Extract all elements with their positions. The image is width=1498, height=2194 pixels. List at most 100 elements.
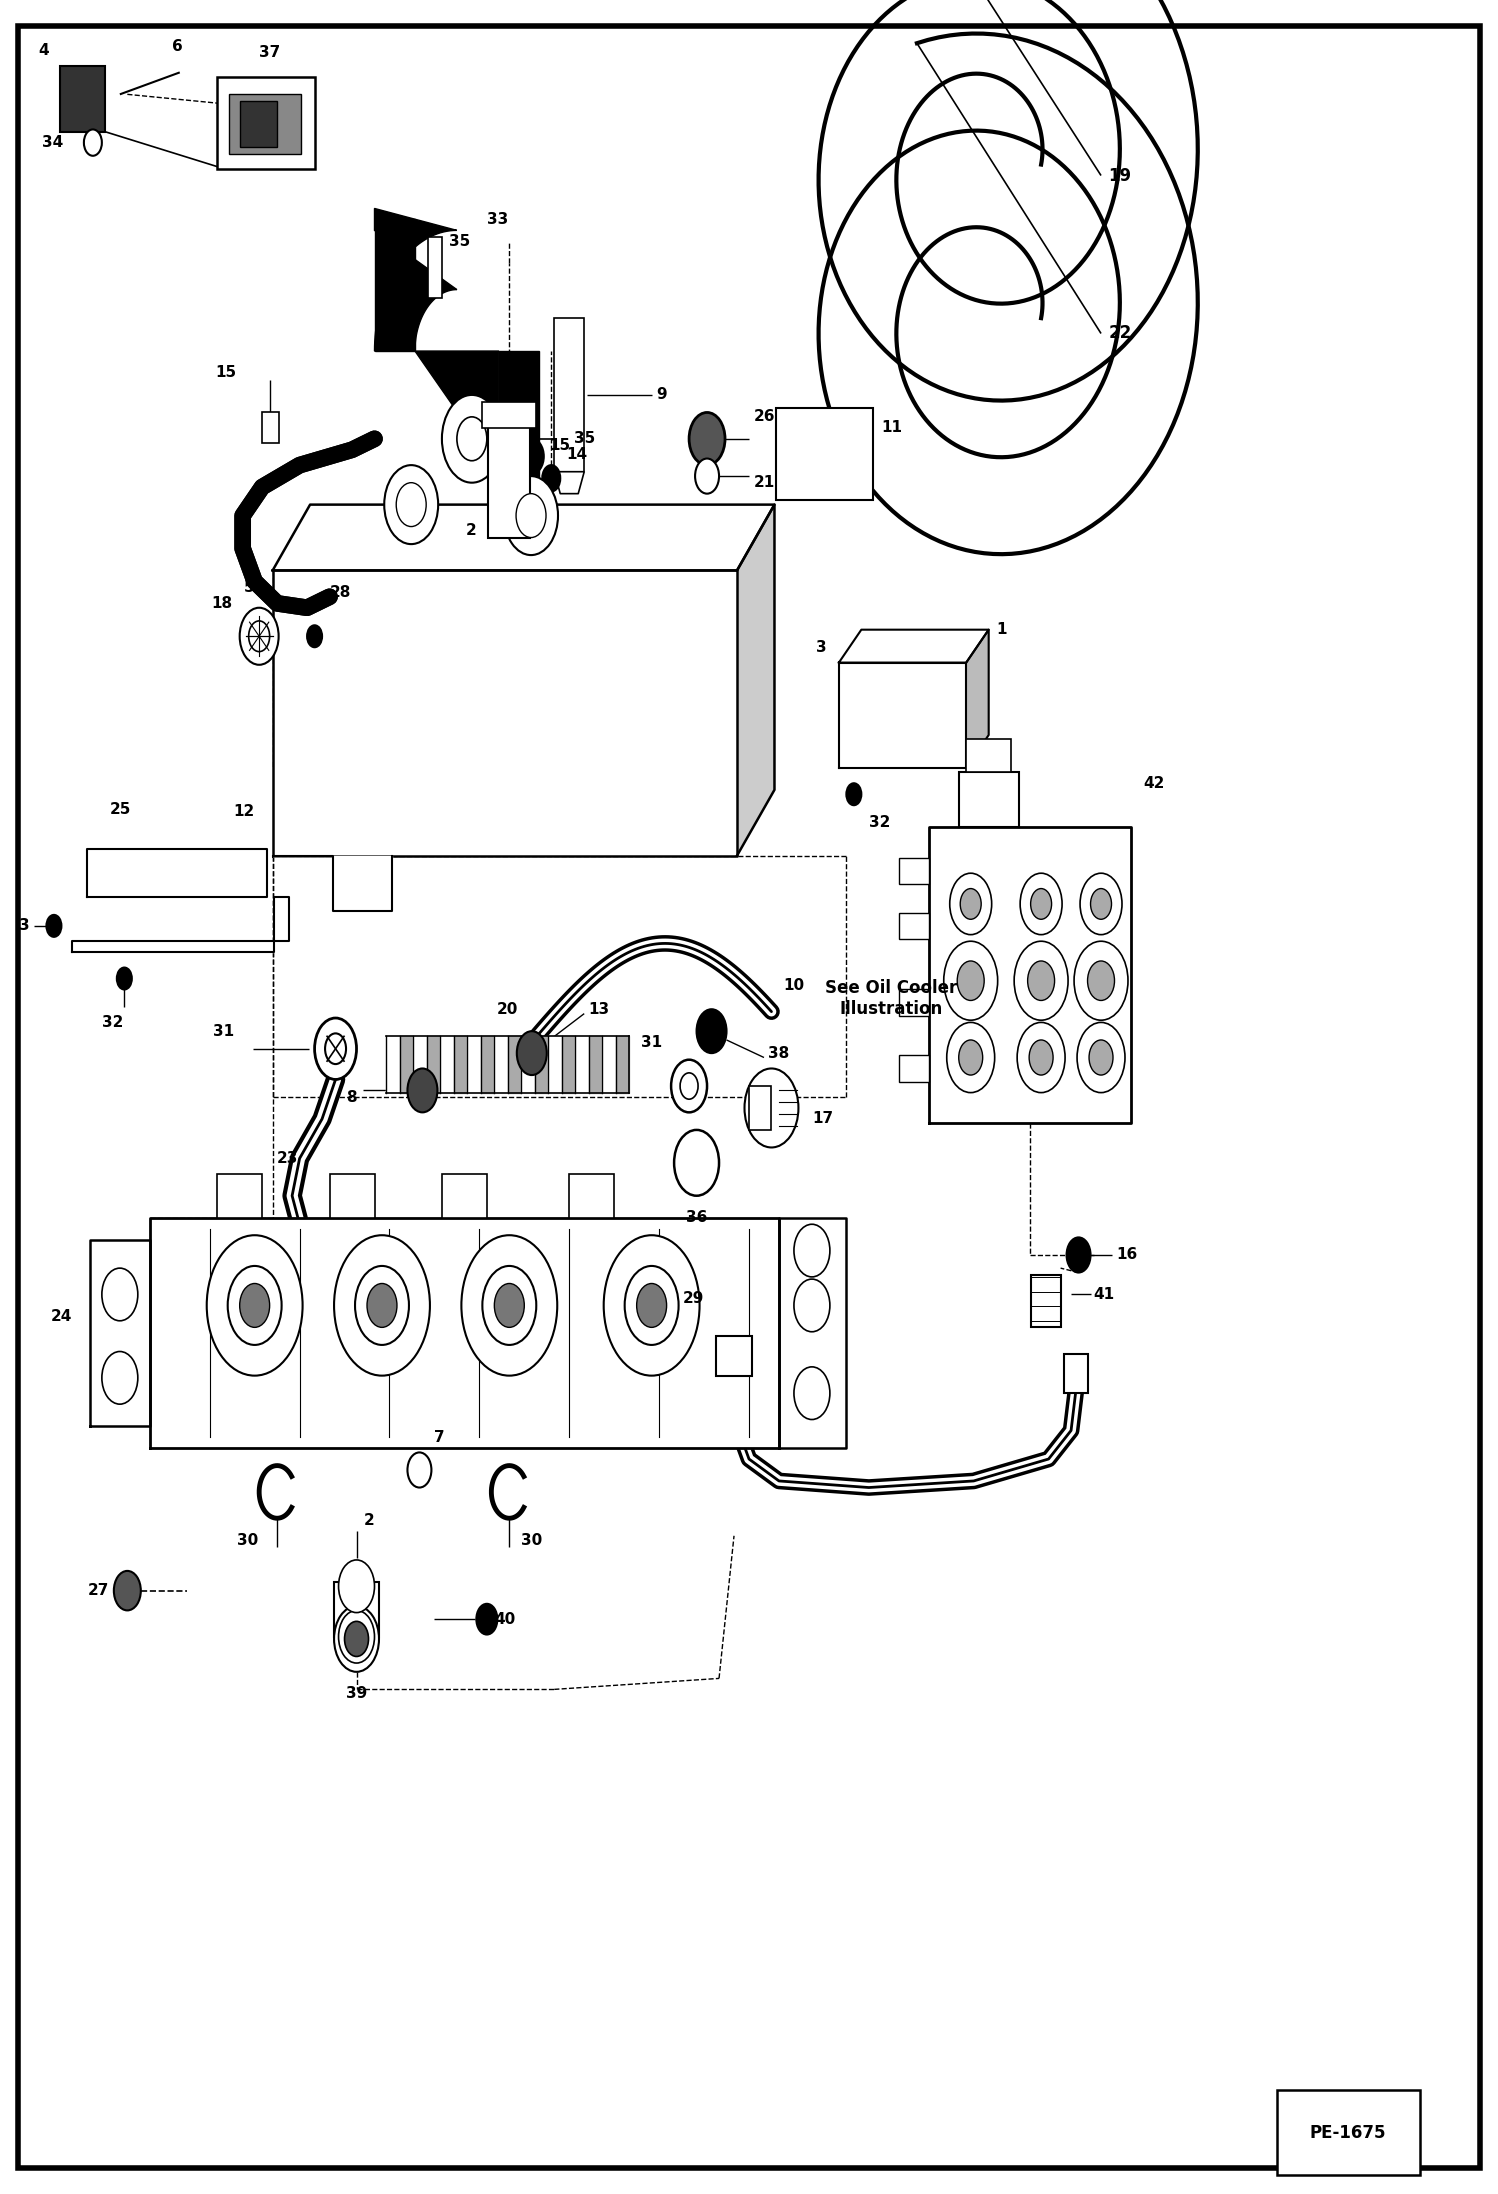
Text: 17: 17 (812, 1112, 833, 1126)
Circle shape (102, 1268, 138, 1321)
Circle shape (334, 1606, 379, 1672)
Circle shape (307, 625, 322, 647)
Polygon shape (90, 1240, 150, 1426)
Text: 8: 8 (346, 1090, 357, 1104)
Circle shape (395, 483, 427, 527)
Bar (330, 1174, 374, 1218)
Text: 7: 7 (434, 1430, 445, 1444)
Text: 20: 20 (497, 1003, 518, 1016)
Circle shape (117, 968, 132, 989)
Polygon shape (413, 1036, 427, 1093)
Bar (899, 989, 929, 1016)
Circle shape (637, 1283, 667, 1327)
Text: 23: 23 (277, 1152, 298, 1165)
Polygon shape (481, 1036, 494, 1093)
Text: 1: 1 (996, 623, 1007, 636)
Text: 12: 12 (234, 805, 255, 818)
Text: 5: 5 (244, 581, 255, 595)
Text: 41: 41 (1094, 1288, 1115, 1301)
Text: 42: 42 (1143, 777, 1164, 790)
Circle shape (339, 1560, 374, 1613)
Polygon shape (839, 663, 966, 768)
Bar (428, 237, 442, 298)
Circle shape (1014, 941, 1068, 1020)
Text: 9: 9 (656, 388, 667, 402)
Text: 22: 22 (1109, 325, 1132, 342)
Circle shape (355, 1266, 409, 1345)
Bar (334, 1582, 379, 1637)
Bar (217, 77, 315, 169)
Polygon shape (87, 849, 267, 897)
Circle shape (240, 608, 279, 665)
Circle shape (542, 465, 560, 491)
Bar (1064, 1354, 1088, 1393)
Text: 4: 4 (39, 44, 49, 57)
Polygon shape (440, 1036, 454, 1093)
Text: 29: 29 (683, 1292, 704, 1305)
Text: See Oil Cooler
Illustration: See Oil Cooler Illustration (825, 979, 957, 1018)
Text: 3: 3 (19, 919, 30, 932)
Circle shape (461, 1235, 557, 1376)
Bar (554, 318, 584, 472)
Circle shape (689, 412, 725, 465)
Circle shape (794, 1224, 830, 1277)
Bar (959, 772, 1019, 827)
Polygon shape (467, 1036, 481, 1093)
Polygon shape (575, 1036, 589, 1093)
Circle shape (503, 476, 557, 555)
Circle shape (442, 395, 502, 483)
Text: 14: 14 (566, 448, 587, 461)
Text: 35: 35 (574, 432, 595, 445)
Circle shape (518, 480, 536, 507)
Bar (899, 1055, 929, 1082)
Circle shape (671, 1060, 707, 1112)
Bar (481, 402, 535, 428)
Circle shape (228, 1266, 282, 1345)
Polygon shape (499, 351, 539, 483)
Polygon shape (374, 219, 415, 351)
Circle shape (794, 1367, 830, 1420)
Text: 19: 19 (1109, 167, 1131, 184)
Bar (60, 66, 105, 132)
Circle shape (697, 1009, 727, 1053)
Circle shape (1089, 1040, 1113, 1075)
Polygon shape (535, 1036, 548, 1093)
Polygon shape (929, 827, 1131, 1123)
Text: 32: 32 (102, 1016, 123, 1029)
Polygon shape (273, 856, 392, 911)
Circle shape (407, 1068, 437, 1112)
Circle shape (1020, 873, 1062, 935)
Circle shape (695, 459, 719, 494)
Bar (899, 913, 929, 939)
Bar (776, 408, 873, 500)
Text: 2: 2 (466, 524, 476, 538)
Polygon shape (150, 1218, 779, 1448)
Text: 15: 15 (550, 439, 571, 452)
Circle shape (950, 873, 992, 935)
Circle shape (334, 1235, 430, 1376)
Bar (716, 1336, 752, 1376)
Polygon shape (616, 1036, 629, 1093)
Circle shape (482, 1266, 536, 1345)
Text: 30: 30 (521, 1534, 542, 1547)
Circle shape (1074, 941, 1128, 1020)
Polygon shape (548, 1036, 562, 1093)
Circle shape (625, 1266, 679, 1345)
Polygon shape (562, 1036, 575, 1093)
Circle shape (515, 494, 545, 538)
Circle shape (959, 1040, 983, 1075)
Circle shape (339, 1610, 374, 1663)
Circle shape (240, 1283, 270, 1327)
Text: 26: 26 (753, 410, 774, 423)
Text: PE-1675: PE-1675 (1309, 2124, 1387, 2141)
Bar (487, 417, 530, 538)
Circle shape (407, 1452, 431, 1488)
Text: 15: 15 (216, 366, 237, 380)
Circle shape (1088, 961, 1115, 1000)
Circle shape (1029, 1040, 1053, 1075)
Bar (217, 1174, 262, 1218)
Polygon shape (400, 1036, 413, 1093)
Text: 3: 3 (816, 641, 827, 654)
Circle shape (494, 1283, 524, 1327)
Polygon shape (554, 472, 584, 494)
